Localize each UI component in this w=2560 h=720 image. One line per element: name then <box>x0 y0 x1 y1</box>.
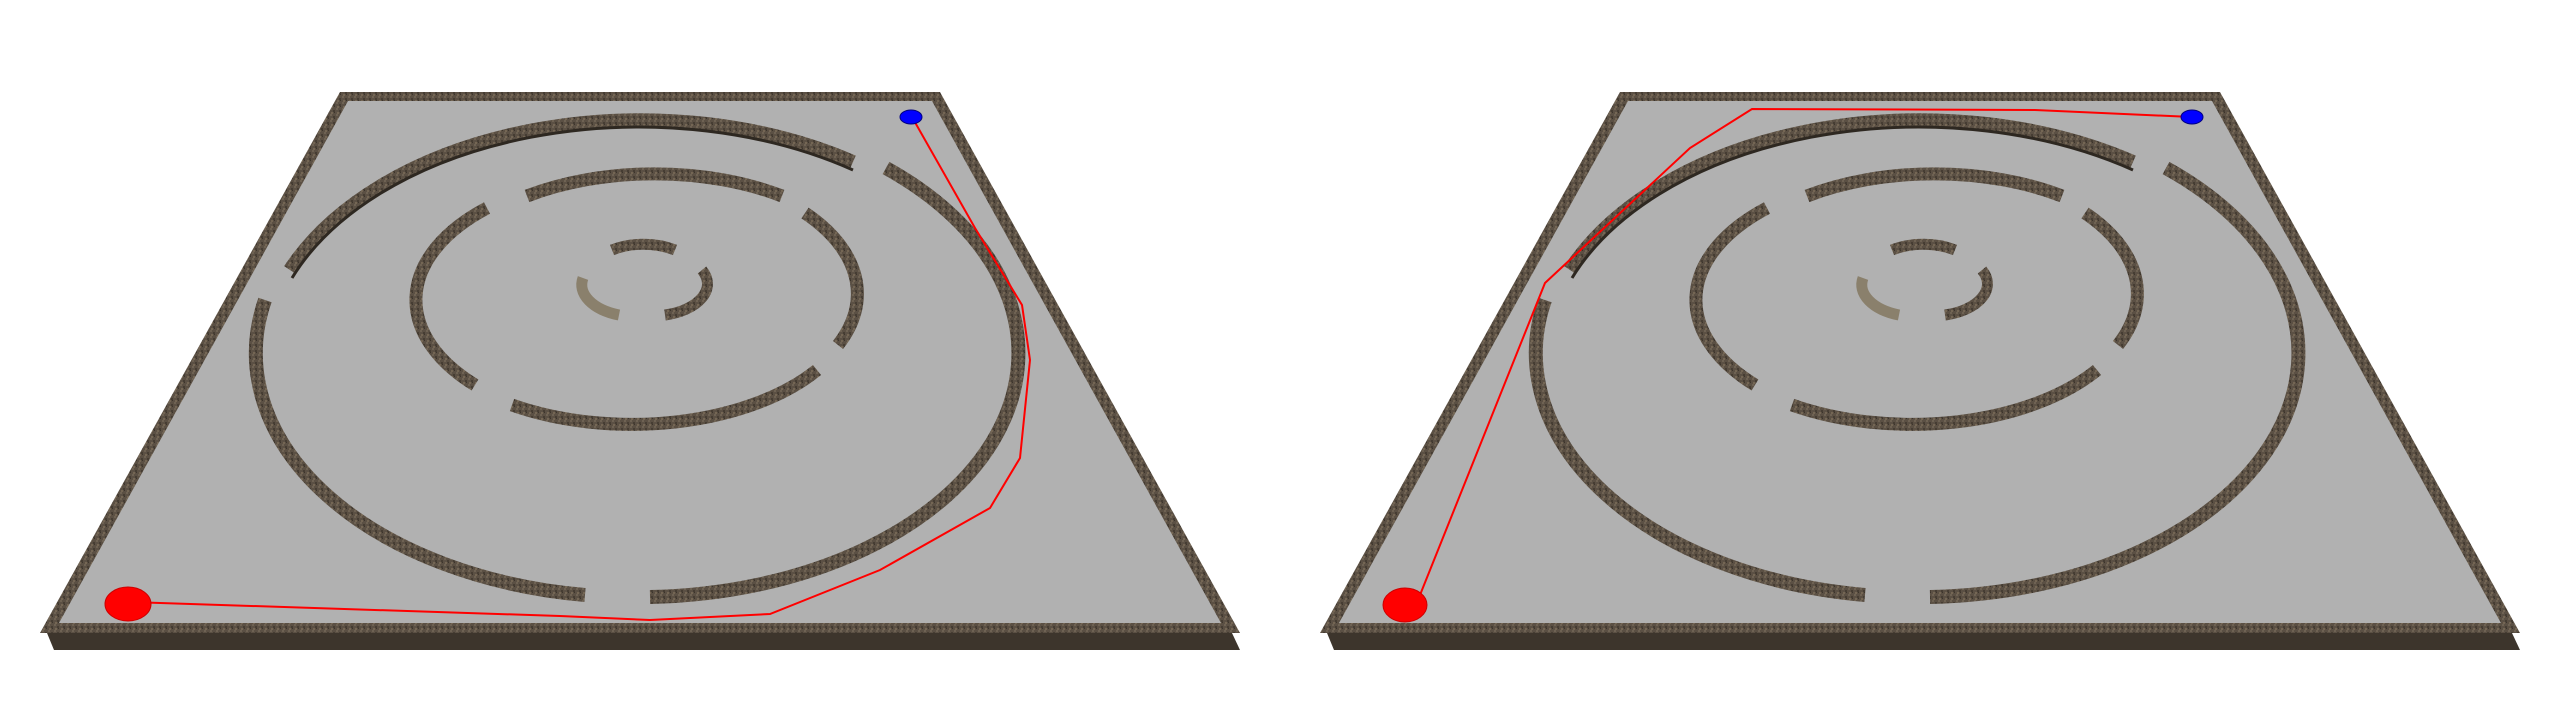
middle-ring-wall <box>409 167 864 431</box>
inner-ring-wall <box>1856 238 1993 321</box>
maze-panel-left <box>40 92 1240 650</box>
goal-marker <box>2180 109 2204 125</box>
outer-ring-wall <box>248 113 1026 604</box>
board-base <box>47 633 1240 650</box>
board-base <box>1327 633 2520 650</box>
goal-marker <box>899 109 923 125</box>
inner-ring-wall <box>576 238 713 321</box>
maze-panel-right <box>1320 92 2520 650</box>
solution-path <box>1419 107 2193 596</box>
start-marker <box>104 586 152 622</box>
solution-path <box>129 116 1032 622</box>
outer-ring-wall <box>1528 113 2306 604</box>
board-floor <box>59 101 1221 623</box>
board-floor <box>1339 101 2501 623</box>
start-marker <box>1382 587 1428 623</box>
middle-ring-wall <box>1689 167 2144 431</box>
